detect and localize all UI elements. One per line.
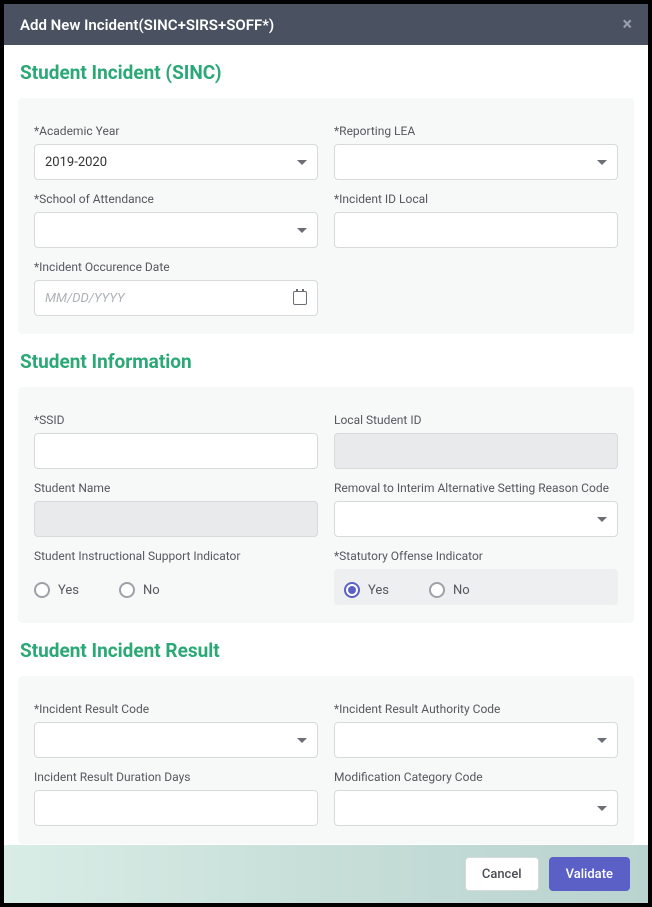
chevron-down-icon	[597, 738, 607, 743]
section-incident-result: *Incident Result Code *Incident Result A…	[18, 676, 634, 844]
input-duration-days[interactable]	[34, 790, 318, 826]
close-icon[interactable]: ×	[622, 14, 632, 35]
input-ssid[interactable]	[34, 433, 318, 469]
section-title-student-info: Student Information	[20, 350, 634, 373]
radio-icon	[34, 582, 50, 598]
label-duration-days: Incident Result Duration Days	[34, 770, 318, 784]
radio-statutory-no[interactable]: No	[429, 582, 470, 598]
select-academic-year[interactable]: 2019-2020	[34, 144, 318, 180]
label-authority-code: *Incident Result Authority Code	[334, 702, 618, 716]
value-academic-year: 2019-2020	[45, 155, 107, 170]
section-title-sinc: Student Incident (SINC)	[20, 61, 634, 84]
label-incident-id-local: *Incident ID Local	[334, 192, 618, 206]
radio-group-statutory-offense: Yes No	[334, 569, 618, 605]
select-modification-code[interactable]	[334, 790, 618, 826]
label-modification-code: Modification Category Code	[334, 770, 618, 784]
modal-title: Add New Incident(SINC+SIRS+SOFF*)	[20, 16, 274, 34]
radio-support-yes[interactable]: Yes	[34, 582, 79, 598]
select-reporting-lea[interactable]	[334, 144, 618, 180]
label-local-student-id: Local Student ID	[334, 413, 618, 427]
input-incident-id-local[interactable]	[334, 212, 618, 248]
label-statutory-offense: *Statutory Offense Indicator	[334, 549, 618, 563]
chevron-down-icon	[297, 160, 307, 165]
label-ssid: *SSID	[34, 413, 318, 427]
validate-button[interactable]: Validate	[549, 857, 630, 891]
section-title-incident-result: Student Incident Result	[20, 639, 634, 662]
chevron-down-icon	[597, 806, 607, 811]
chevron-down-icon	[297, 738, 307, 743]
label-removal-reason: Removal to Interim Alternative Setting R…	[334, 481, 618, 495]
label-incident-date: *Incident Occurence Date	[34, 260, 318, 274]
calendar-icon[interactable]	[293, 291, 307, 305]
radio-support-no[interactable]: No	[119, 582, 160, 598]
chevron-down-icon	[297, 228, 307, 233]
section-student-info: *SSID Local Student ID Student Name Remo…	[18, 387, 634, 623]
section-sinc: *Academic Year 2019-2020 *Reporting LEA	[18, 98, 634, 334]
input-local-student-id	[334, 433, 618, 469]
chevron-down-icon	[597, 517, 607, 522]
label-student-name: Student Name	[34, 481, 318, 495]
select-removal-reason[interactable]	[334, 501, 618, 537]
add-incident-modal: Add New Incident(SINC+SIRS+SOFF*) × Stud…	[4, 4, 648, 903]
cancel-button[interactable]: Cancel	[465, 857, 539, 891]
radio-statutory-yes[interactable]: Yes	[344, 582, 389, 598]
radio-icon	[119, 582, 135, 598]
label-school-attendance: *School of Attendance	[34, 192, 318, 206]
select-authority-code[interactable]	[334, 722, 618, 758]
select-school-attendance[interactable]	[34, 212, 318, 248]
modal-footer: Cancel Validate	[4, 845, 648, 903]
label-support-indicator: Student Instructional Support Indicator	[34, 549, 318, 563]
input-student-name	[34, 501, 318, 537]
modal-body[interactable]: Student Incident (SINC) *Academic Year 2…	[4, 45, 648, 845]
label-academic-year: *Academic Year	[34, 124, 318, 138]
label-reporting-lea: *Reporting LEA	[334, 124, 618, 138]
radio-icon	[429, 582, 445, 598]
select-result-code[interactable]	[34, 722, 318, 758]
radio-group-support-indicator: Yes No	[34, 569, 318, 605]
radio-icon	[344, 582, 360, 598]
modal-header: Add New Incident(SINC+SIRS+SOFF*) ×	[4, 4, 648, 45]
input-incident-date[interactable]: MM/DD/YYYY	[34, 280, 318, 316]
chevron-down-icon	[597, 160, 607, 165]
label-result-code: *Incident Result Code	[34, 702, 318, 716]
placeholder-incident-date: MM/DD/YYYY	[45, 291, 125, 306]
